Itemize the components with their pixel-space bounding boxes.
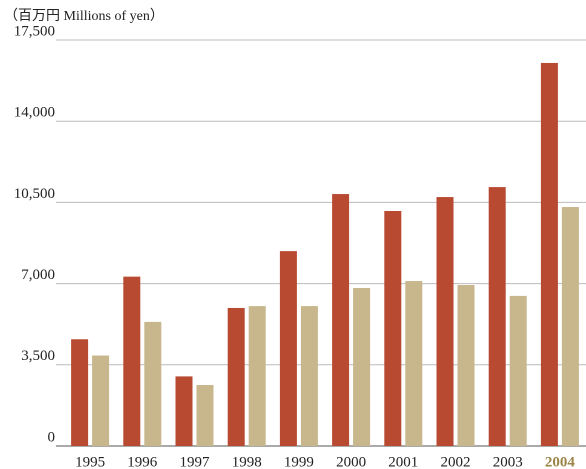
x-tick-label: 1999 [284,454,314,469]
bar [300,306,318,446]
x-tick-label: 1998 [232,454,262,469]
y-tick-label: 3,500 [21,348,55,364]
bar [436,197,454,446]
y-axis-label: （百万円 Millions of yen） [4,8,164,24]
y-tick-label: 17,500 [14,23,55,39]
bar [353,288,371,446]
x-tick-label: 2001 [388,454,418,469]
bar [227,307,245,446]
bar [175,376,193,446]
x-tick-label: 2002 [441,454,471,469]
x-tick-label: 2003 [493,454,523,469]
bar [92,355,110,446]
x-tick-label: 2004 [545,454,576,469]
bar [279,251,297,446]
x-tick-label: 1996 [127,454,158,469]
bar [332,194,350,446]
bar [144,321,162,446]
bar [123,276,141,446]
bar [405,281,423,446]
bar [457,284,475,446]
y-tick-label: 14,000 [14,105,55,121]
bar [384,210,402,446]
bar [71,339,89,446]
bar [561,207,579,446]
bar [248,306,266,446]
y-tick-label: 10,500 [14,186,55,202]
x-tick-label: 1995 [75,454,105,469]
x-tick-label: 1997 [180,454,211,469]
y-tick-label: 7,000 [21,267,55,283]
bar [488,187,506,446]
bar [540,62,558,447]
x-tick-label: 2000 [336,454,366,469]
bar [196,384,214,446]
bar [509,295,527,446]
y-tick-label: 0 [48,429,56,445]
